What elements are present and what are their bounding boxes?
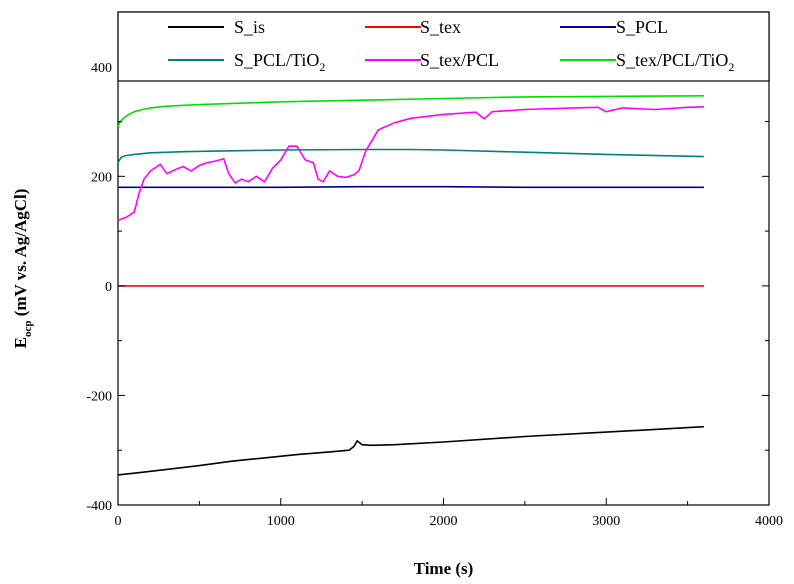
y-axis-title-rest: (mV vs. Ag/AgCl) bbox=[11, 189, 30, 321]
legend-label-0: S_is bbox=[234, 17, 265, 37]
y-tick-label: -400 bbox=[86, 499, 112, 514]
legend-label-main: S_PCL/TiO bbox=[234, 50, 319, 70]
legend-label-main: S_tex/PCL/TiO bbox=[616, 50, 728, 70]
y-tick-label: 400 bbox=[91, 61, 112, 76]
x-tick-label: 4000 bbox=[755, 514, 783, 529]
series-group bbox=[117, 95, 704, 476]
series-line-0 bbox=[117, 425, 704, 476]
y-axis-title-sub: ocp bbox=[22, 321, 34, 338]
legend-label-3: S_PCL/TiO2 bbox=[234, 50, 325, 74]
y-axis-title-main: E bbox=[11, 337, 30, 348]
series-line-3 bbox=[117, 148, 704, 164]
legend-label-main: S_is bbox=[234, 17, 265, 37]
x-tick-label: 3000 bbox=[592, 514, 620, 529]
x-tick-label: 0 bbox=[115, 514, 122, 529]
legend-label-1: S_tex bbox=[420, 17, 461, 37]
legend-label-2: S_PCL bbox=[616, 17, 668, 37]
y-tick-label: 0 bbox=[105, 280, 112, 295]
legend-label-main: S_tex/PCL bbox=[420, 50, 499, 70]
y-tick-label: 200 bbox=[91, 170, 112, 185]
series-line-2 bbox=[118, 185, 704, 189]
legend-box bbox=[117, 11, 770, 82]
legend-label-sub: 2 bbox=[728, 60, 734, 74]
series-line-4 bbox=[117, 106, 704, 221]
plot-frame bbox=[117, 11, 770, 506]
legend-label-5: S_tex/PCL/TiO2 bbox=[616, 50, 734, 74]
y-axis-title: Eocp (mV vs. Ag/AgCl) bbox=[11, 189, 34, 349]
x-tick-label: 2000 bbox=[430, 514, 458, 529]
series-line-5 bbox=[117, 95, 704, 128]
x-tick-label: 1000 bbox=[267, 514, 295, 529]
legend-label-4: S_tex/PCL bbox=[420, 50, 499, 70]
legend-label-main: S_tex bbox=[420, 17, 461, 37]
x-axis-title: Time (s) bbox=[414, 559, 474, 578]
legend-label-sub: 2 bbox=[319, 60, 325, 74]
legend-label-main: S_PCL bbox=[616, 17, 668, 37]
y-tick-label: -200 bbox=[86, 389, 112, 404]
